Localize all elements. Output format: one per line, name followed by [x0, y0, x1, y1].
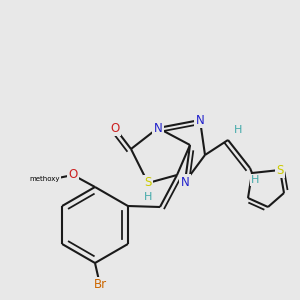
Text: O: O — [110, 122, 120, 134]
Text: H: H — [144, 192, 152, 202]
Text: H: H — [251, 175, 259, 185]
Text: N: N — [154, 122, 162, 134]
Text: N: N — [181, 176, 189, 188]
Text: Br: Br — [93, 278, 106, 292]
Text: S: S — [144, 176, 152, 190]
Text: N: N — [196, 113, 204, 127]
Text: O: O — [68, 169, 78, 182]
Text: S: S — [276, 164, 284, 176]
Text: H: H — [234, 125, 242, 135]
Text: methoxy: methoxy — [30, 176, 60, 182]
